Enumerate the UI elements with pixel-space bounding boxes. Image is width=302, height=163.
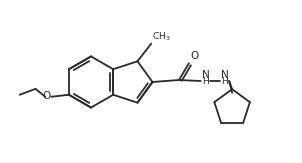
- Text: O: O: [42, 91, 50, 101]
- Text: H: H: [202, 77, 208, 87]
- Text: O: O: [191, 51, 199, 61]
- Text: CH$_3$: CH$_3$: [152, 30, 171, 43]
- Text: N: N: [221, 70, 229, 80]
- Text: H: H: [221, 77, 228, 87]
- Text: N: N: [202, 70, 209, 80]
